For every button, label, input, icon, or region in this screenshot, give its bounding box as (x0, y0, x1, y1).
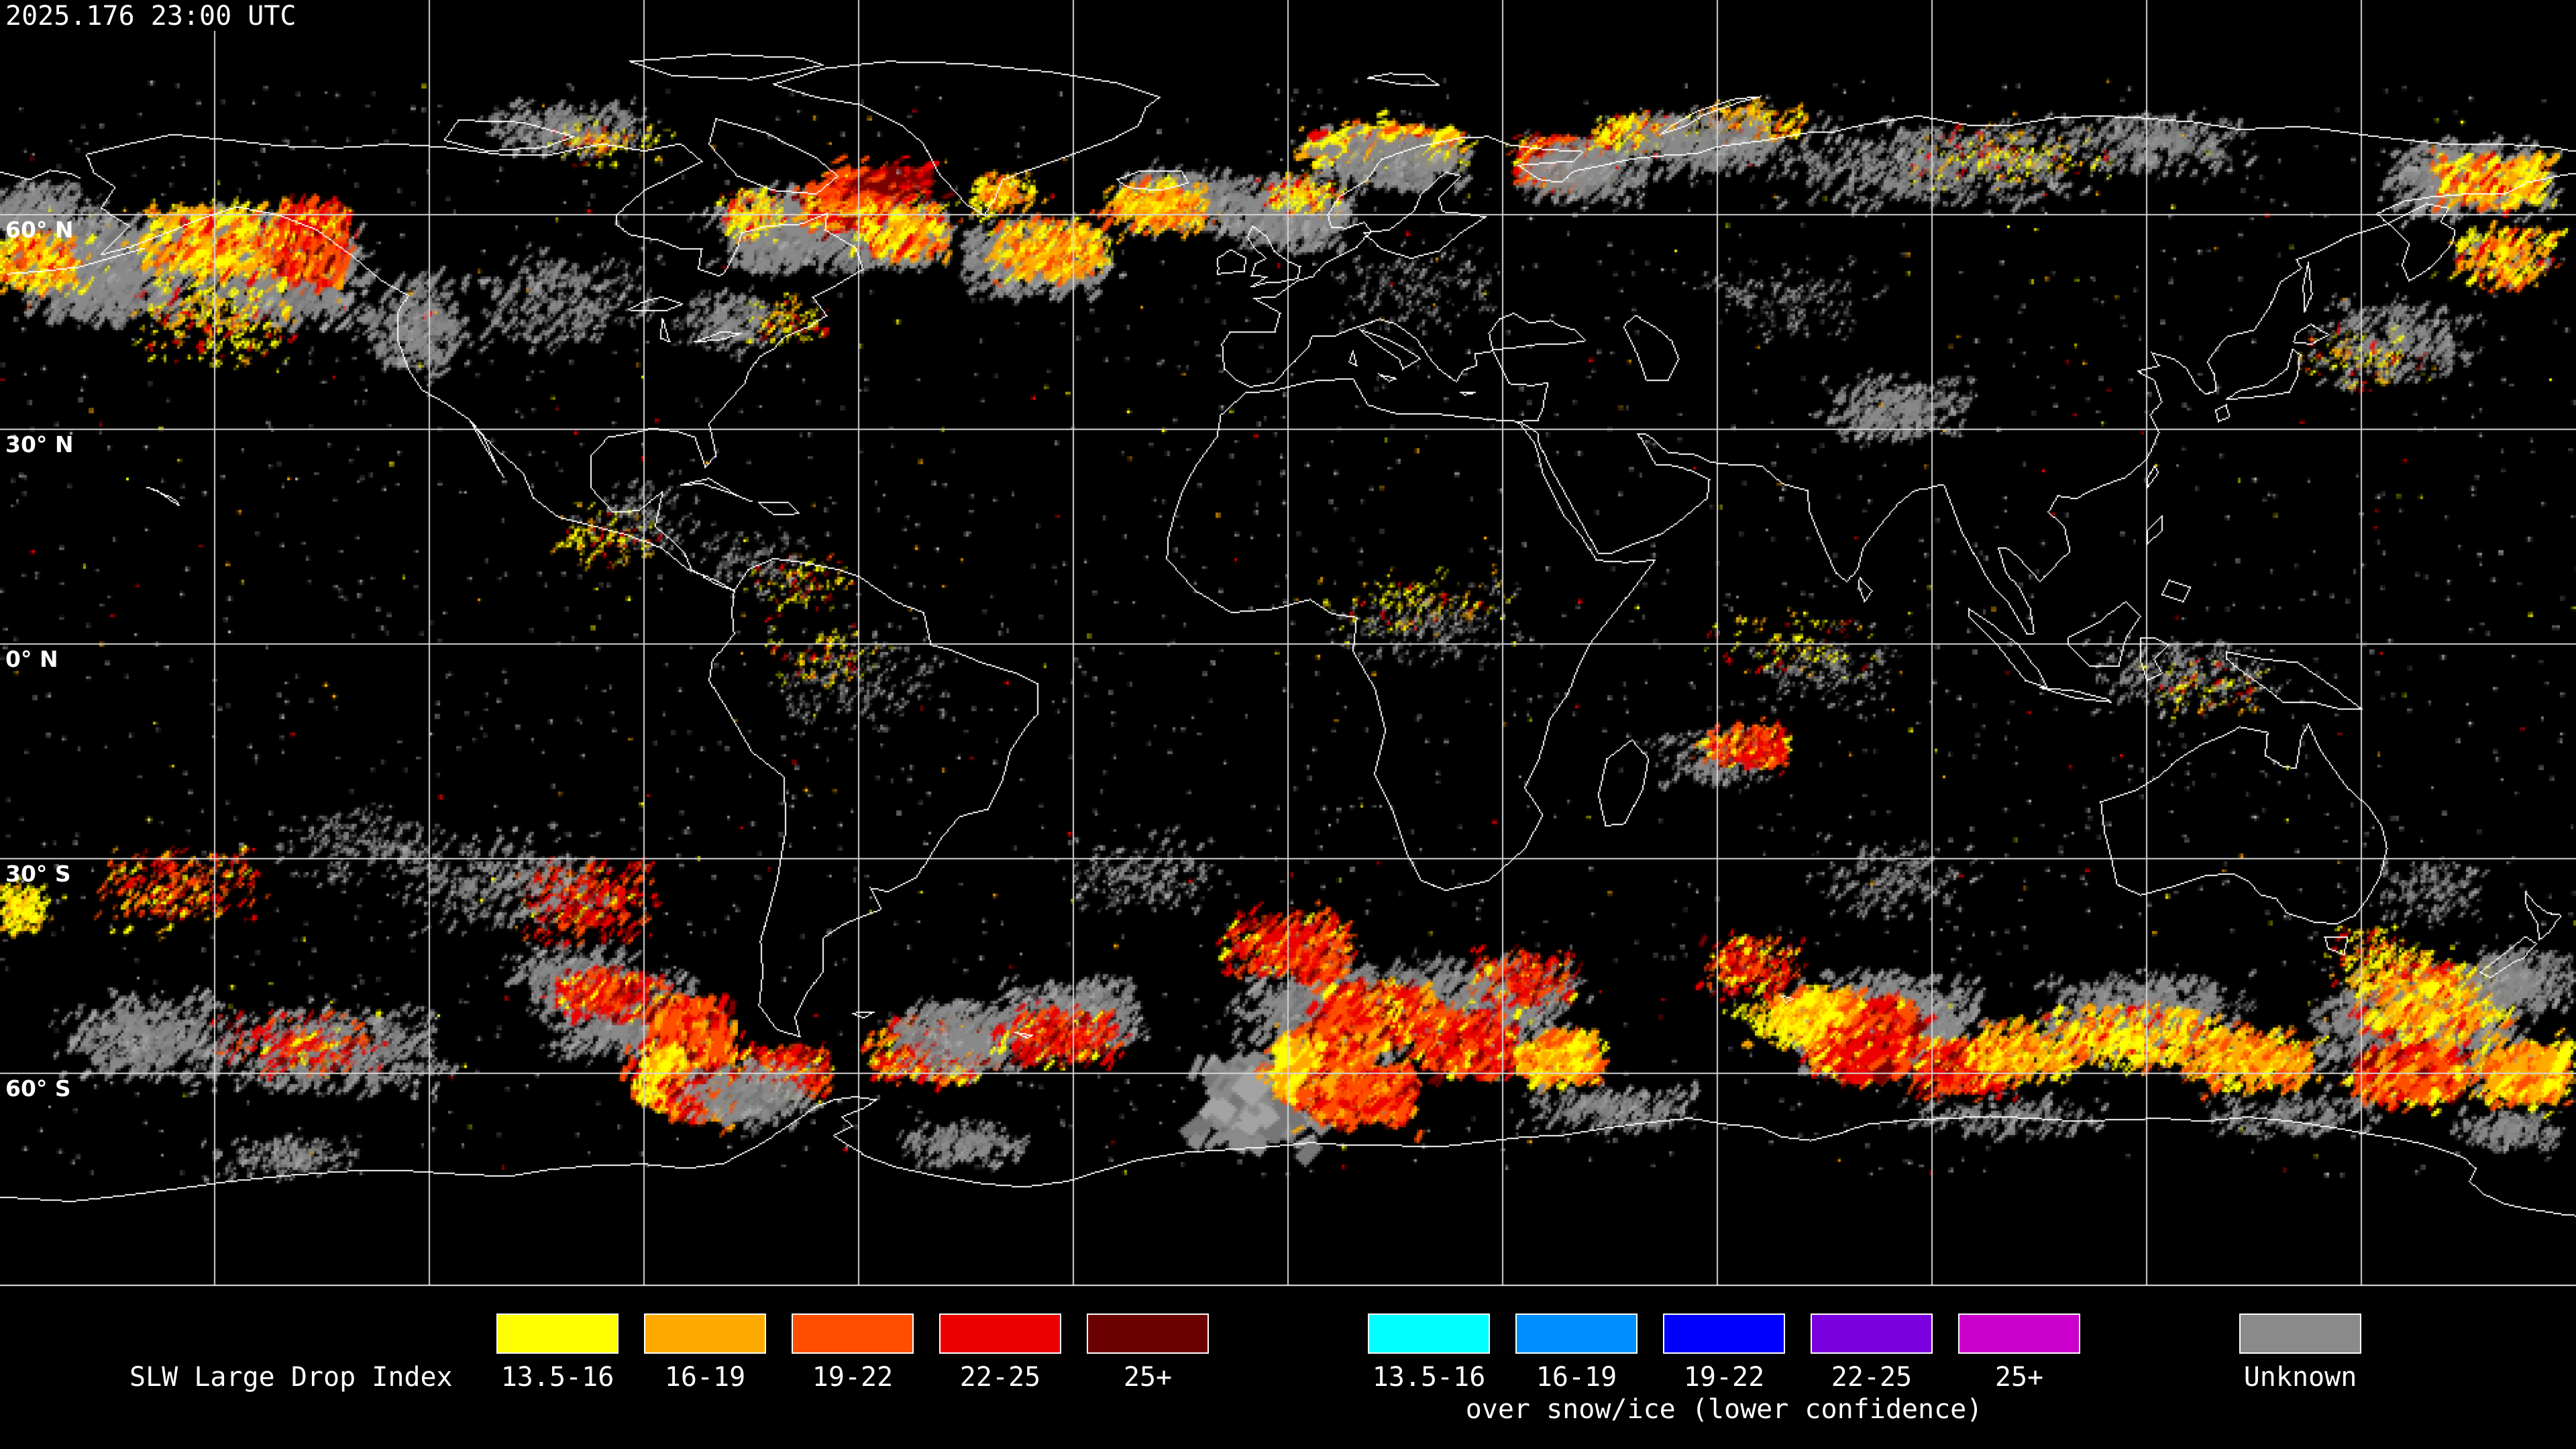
snow-range-label: 25+ (1994, 1362, 2044, 1393)
legend: SLW Large Drop Index over snow/ice (lowe… (0, 1288, 2576, 1449)
slw-range-label: 16-19 (664, 1362, 746, 1393)
unknown-label: Unknown (2243, 1362, 2357, 1393)
latitude-label: 60° N (5, 217, 74, 243)
slw-range-label: 19-22 (812, 1362, 894, 1393)
slw-swatch-16-19 (644, 1313, 766, 1354)
slw-range-label: 22-25 (959, 1362, 1041, 1393)
snow-range-label: 16-19 (1536, 1362, 1617, 1393)
snow-swatch-19-22 (1663, 1313, 1785, 1354)
snow-range-label: 22-25 (1831, 1362, 1913, 1393)
snow-swatch-16-19 (1515, 1313, 1638, 1354)
slw-swatch-22-25 (939, 1313, 1061, 1354)
slw-range-label: 13.5-16 (500, 1362, 614, 1393)
snow-swatch-25- (1958, 1313, 2080, 1354)
snow-ice-caption: over snow/ice (lower confidence) (1465, 1394, 1983, 1425)
latitude-label: 30° N (5, 431, 74, 458)
latitude-label: 30° S (5, 861, 71, 887)
unknown-swatch (2239, 1313, 2361, 1354)
snow-range-label: 13.5-16 (1372, 1362, 1486, 1393)
legend-title: SLW Large Drop Index (129, 1362, 453, 1393)
latitude-label: 60° S (5, 1075, 71, 1102)
snow-swatch-13-5-16 (1368, 1313, 1490, 1354)
latitude-label: 0° N (5, 646, 58, 672)
snow-swatch-22-25 (1811, 1313, 1933, 1354)
timestamp: 2025.176 23:00 UTC (0, 0, 309, 32)
world-map-canvas (0, 0, 2576, 1288)
slw-swatch-13-5-16 (496, 1313, 619, 1354)
snow-range-label: 19-22 (1683, 1362, 1765, 1393)
slw-range-label: 25+ (1123, 1362, 1173, 1393)
slw-swatch-25- (1087, 1313, 1209, 1354)
slw-swatch-19-22 (792, 1313, 914, 1354)
